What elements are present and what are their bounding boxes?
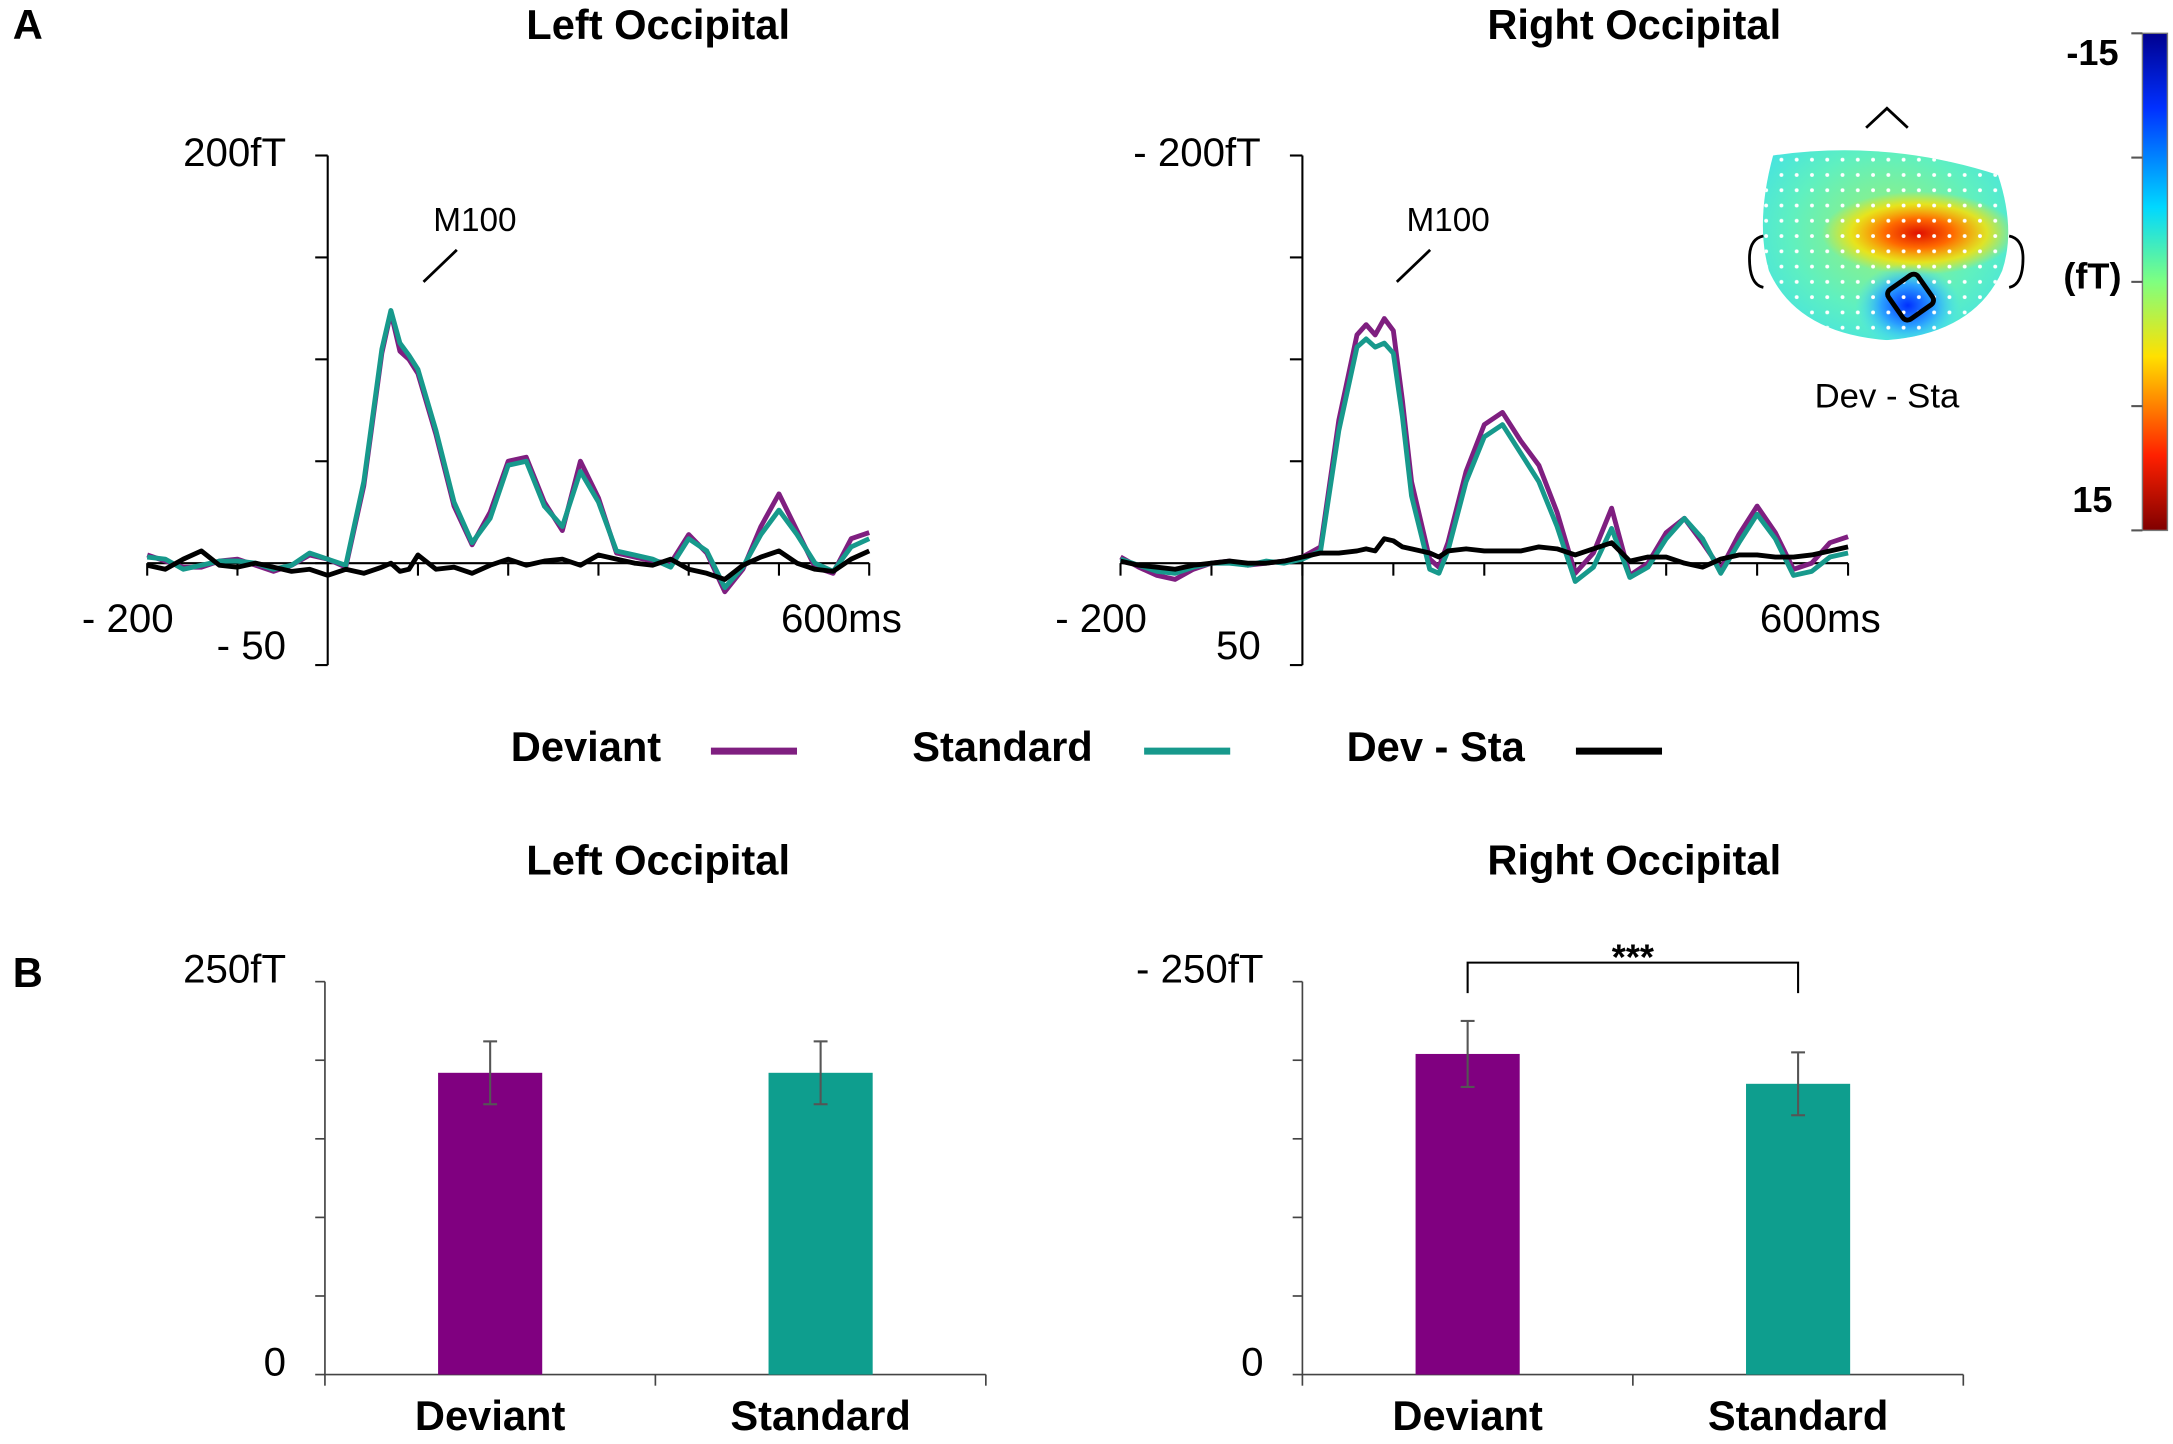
y-tick-label: - 50 — [217, 623, 286, 668]
colorbar-label: 15 — [2072, 479, 2112, 520]
x-tick-label: Deviant — [1392, 1392, 1543, 1439]
colorbar: (fT) — [2063, 32, 2169, 532]
panel-label: A — [13, 1, 43, 48]
bar — [438, 1072, 543, 1375]
y-tick-label: 250fT — [183, 947, 286, 992]
y-tick-label: 0 — [1241, 1339, 1263, 1384]
x-tick-label: Standard — [1708, 1392, 1888, 1439]
colorbar-label: -15 — [2066, 32, 2118, 73]
chart-title: Left Occipital — [526, 837, 790, 884]
legend-label: Deviant — [511, 723, 662, 770]
annotation-line — [1395, 248, 1432, 283]
chart-title: Right Occipital — [1487, 1, 1781, 48]
series-line — [146, 309, 870, 595]
annotation: M100 — [433, 202, 516, 239]
bar — [1746, 1083, 1851, 1375]
legend-label: Standard — [912, 723, 1092, 770]
legend-label: Dev - Sta — [1347, 723, 1526, 770]
bar — [768, 1072, 873, 1375]
chart-title: Left Occipital — [526, 1, 790, 48]
bar — [1415, 1053, 1520, 1375]
error-bar — [1791, 1051, 1806, 1117]
significance-bracket — [1466, 961, 1800, 994]
y-tick-label: - 250fT — [1136, 947, 1264, 992]
x-tick-label: 600ms — [781, 596, 902, 641]
significance-label: *** — [1612, 936, 1655, 977]
annotation: M100 — [1407, 202, 1490, 239]
topomap: Dev - Sta — [1748, 106, 2025, 416]
series-line — [146, 548, 871, 582]
annotation-line — [422, 248, 458, 283]
error-bar — [1460, 1019, 1475, 1088]
colorbar-unit: (fT) — [2063, 256, 2121, 297]
y-tick-label: 200fT — [183, 130, 286, 175]
topomap-label: Dev - Sta — [1815, 378, 1960, 416]
chart-title: Right Occipital — [1487, 837, 1781, 884]
series-line — [1119, 336, 1849, 584]
series-line — [146, 308, 871, 591]
y-tick-label: 0 — [264, 1339, 286, 1384]
x-tick-label: - 200 — [82, 596, 174, 641]
panel-label: B — [13, 949, 43, 996]
error-bar — [483, 1040, 498, 1106]
x-tick-label: Standard — [730, 1392, 910, 1439]
error-bar — [813, 1040, 828, 1106]
y-tick-label: - 200fT — [1133, 130, 1261, 175]
x-tick-label: 600ms — [1760, 596, 1881, 641]
series-line — [1119, 536, 1849, 572]
x-tick-label: - 200 — [1055, 596, 1147, 641]
y-tick-label: 50 — [1216, 623, 1261, 668]
x-tick-label: Deviant — [415, 1392, 566, 1439]
